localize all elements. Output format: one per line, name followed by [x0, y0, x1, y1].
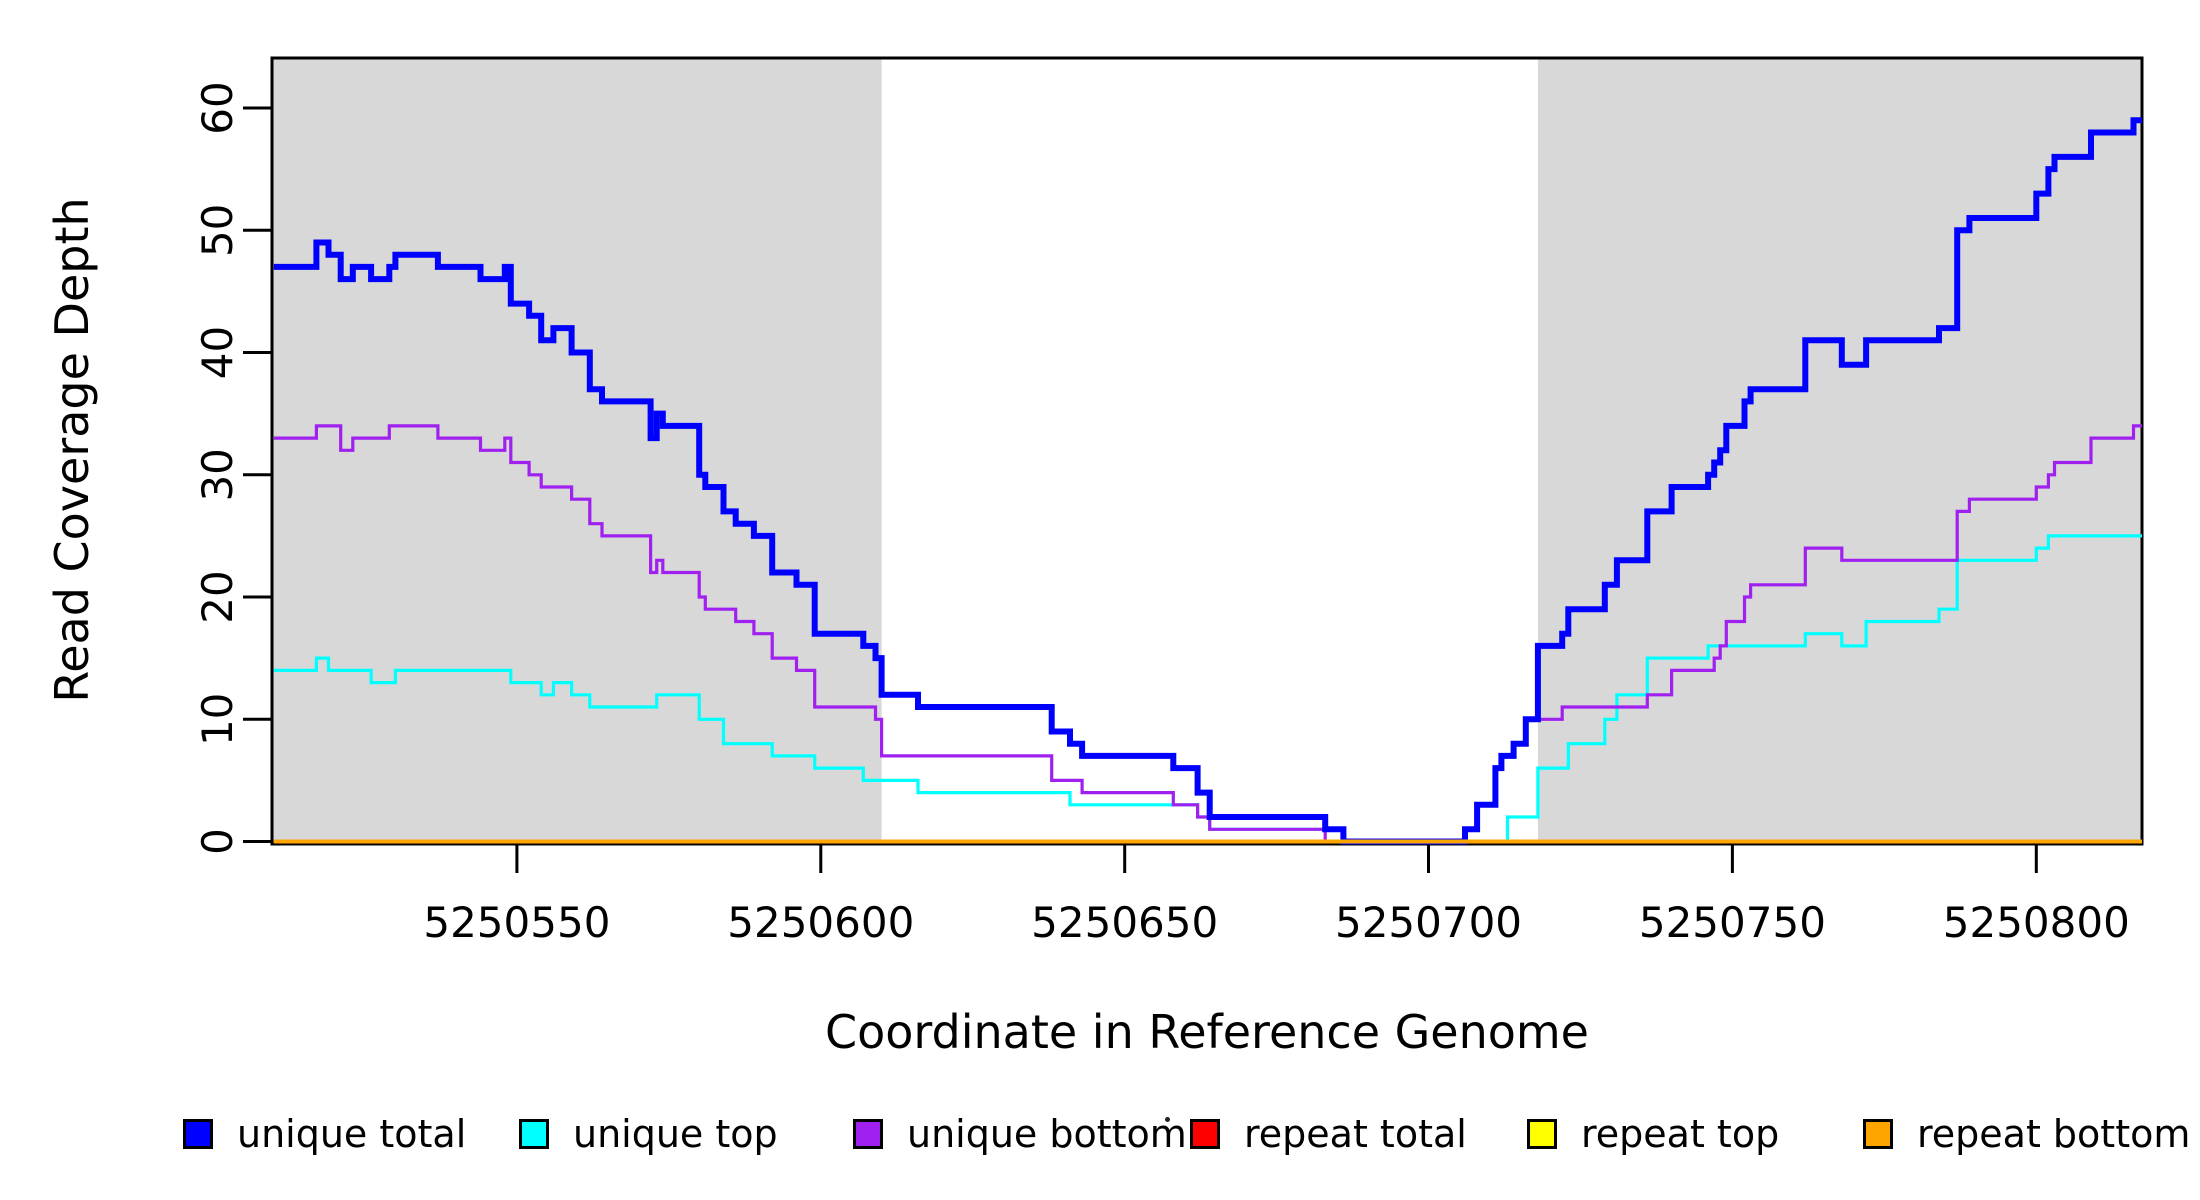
left-unique-region: [272, 58, 882, 844]
x-axis-tick-label: 5250600: [727, 898, 914, 947]
y-axis-tick-label: 50: [193, 204, 242, 257]
series-unique-total: [273, 117, 2142, 845]
x-axis-tick-label: 5250650: [1031, 898, 1218, 947]
y-axis-tick-label: 40: [193, 326, 242, 379]
x-axis-tick-label: 5250800: [1943, 898, 2130, 947]
series-unique-top: [273, 534, 2142, 844]
x-axis-tick-label: 5250550: [423, 898, 610, 947]
plot-box: [270, 56, 2144, 846]
stray-dot-artifact: [1165, 1117, 1170, 1122]
y-axis-title: Read Coverage Depth: [45, 197, 99, 703]
y-axis-tick-label: 0: [193, 828, 242, 855]
right-unique-region: [1537, 58, 2142, 844]
x-axis-tick-label: 5250750: [1639, 898, 1826, 947]
y-axis-tick-label: 10: [193, 693, 242, 746]
x-axis-tick-label: 5250700: [1335, 898, 1522, 947]
y-axis-tick-label: 20: [193, 570, 242, 623]
x-axis-title: Coordinate in Reference Genome: [825, 1005, 1589, 1059]
y-axis-tick-label: 30: [193, 448, 242, 501]
series-unique-bottom: [273, 424, 2142, 844]
y-axis-tick-label: 60: [193, 81, 242, 134]
